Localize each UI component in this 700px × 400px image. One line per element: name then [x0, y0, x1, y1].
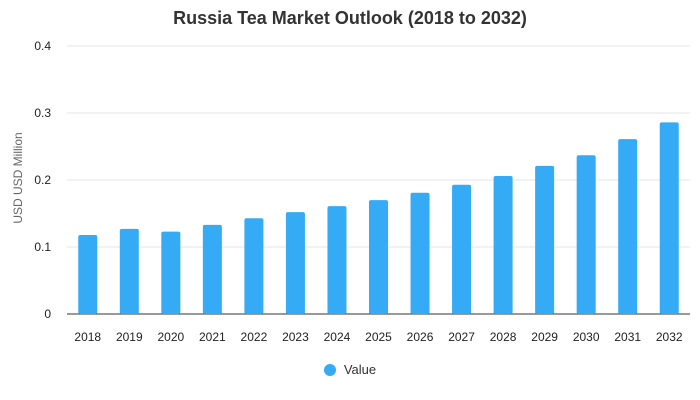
x-tick-label: 2031	[614, 330, 641, 344]
x-tick-label: 2028	[490, 330, 517, 344]
x-tick-label: 2019	[116, 330, 143, 344]
x-tick-label: 2021	[199, 330, 226, 344]
bar	[78, 234, 98, 314]
bar	[369, 200, 388, 314]
chart-title: Russia Tea Market Outlook (2018 to 2032)	[173, 8, 527, 28]
y-tick-label: 0.2	[34, 173, 51, 187]
y-axis-label: USD USD Million	[11, 132, 25, 223]
x-tick-label: 2032	[656, 330, 683, 344]
bar	[659, 122, 679, 314]
x-tick-label: 2029	[531, 330, 558, 344]
x-tick-label: 2024	[324, 330, 351, 344]
bar	[244, 218, 264, 314]
bar	[119, 228, 139, 314]
bar	[493, 175, 513, 314]
bar	[410, 192, 430, 314]
x-tick-label: 2018	[74, 330, 101, 344]
bar	[535, 165, 555, 314]
y-tick-label: 0.1	[34, 240, 51, 254]
bar	[202, 224, 222, 314]
bar	[576, 155, 596, 314]
x-tick-label: 2025	[365, 330, 392, 344]
legend[interactable]: Value	[0, 362, 700, 377]
legend-marker-value	[323, 363, 336, 376]
bar	[285, 212, 305, 314]
x-tick-label: 2026	[407, 330, 434, 344]
legend-label-value: Value	[343, 362, 377, 377]
x-tick-label: 2030	[573, 330, 600, 344]
bar	[327, 206, 347, 314]
bar	[618, 139, 638, 314]
y-tick-label: 0.3	[34, 106, 51, 120]
x-tick-label: 2023	[282, 330, 309, 344]
bar	[452, 184, 472, 314]
bar	[161, 231, 181, 314]
y-tick-label: 0.4	[34, 39, 51, 53]
x-tick-label: 2022	[241, 330, 268, 344]
x-tick-label: 2020	[157, 330, 184, 344]
x-tick-label: 2027	[448, 330, 475, 344]
y-tick-label: 0	[44, 307, 51, 321]
